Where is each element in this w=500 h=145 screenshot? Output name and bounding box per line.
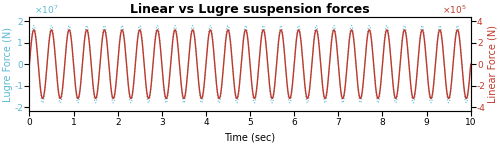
Text: $\times10^5$: $\times10^5$ [442,4,466,16]
Y-axis label: Lugre Force (N): Lugre Force (N) [3,27,13,102]
Title: Linear vs Lugre suspension forces: Linear vs Lugre suspension forces [130,3,370,16]
Y-axis label: Linear Force (N): Linear Force (N) [487,25,497,103]
X-axis label: Time (sec): Time (sec) [224,132,276,142]
Text: $\times10^7$: $\times10^7$ [34,4,58,16]
